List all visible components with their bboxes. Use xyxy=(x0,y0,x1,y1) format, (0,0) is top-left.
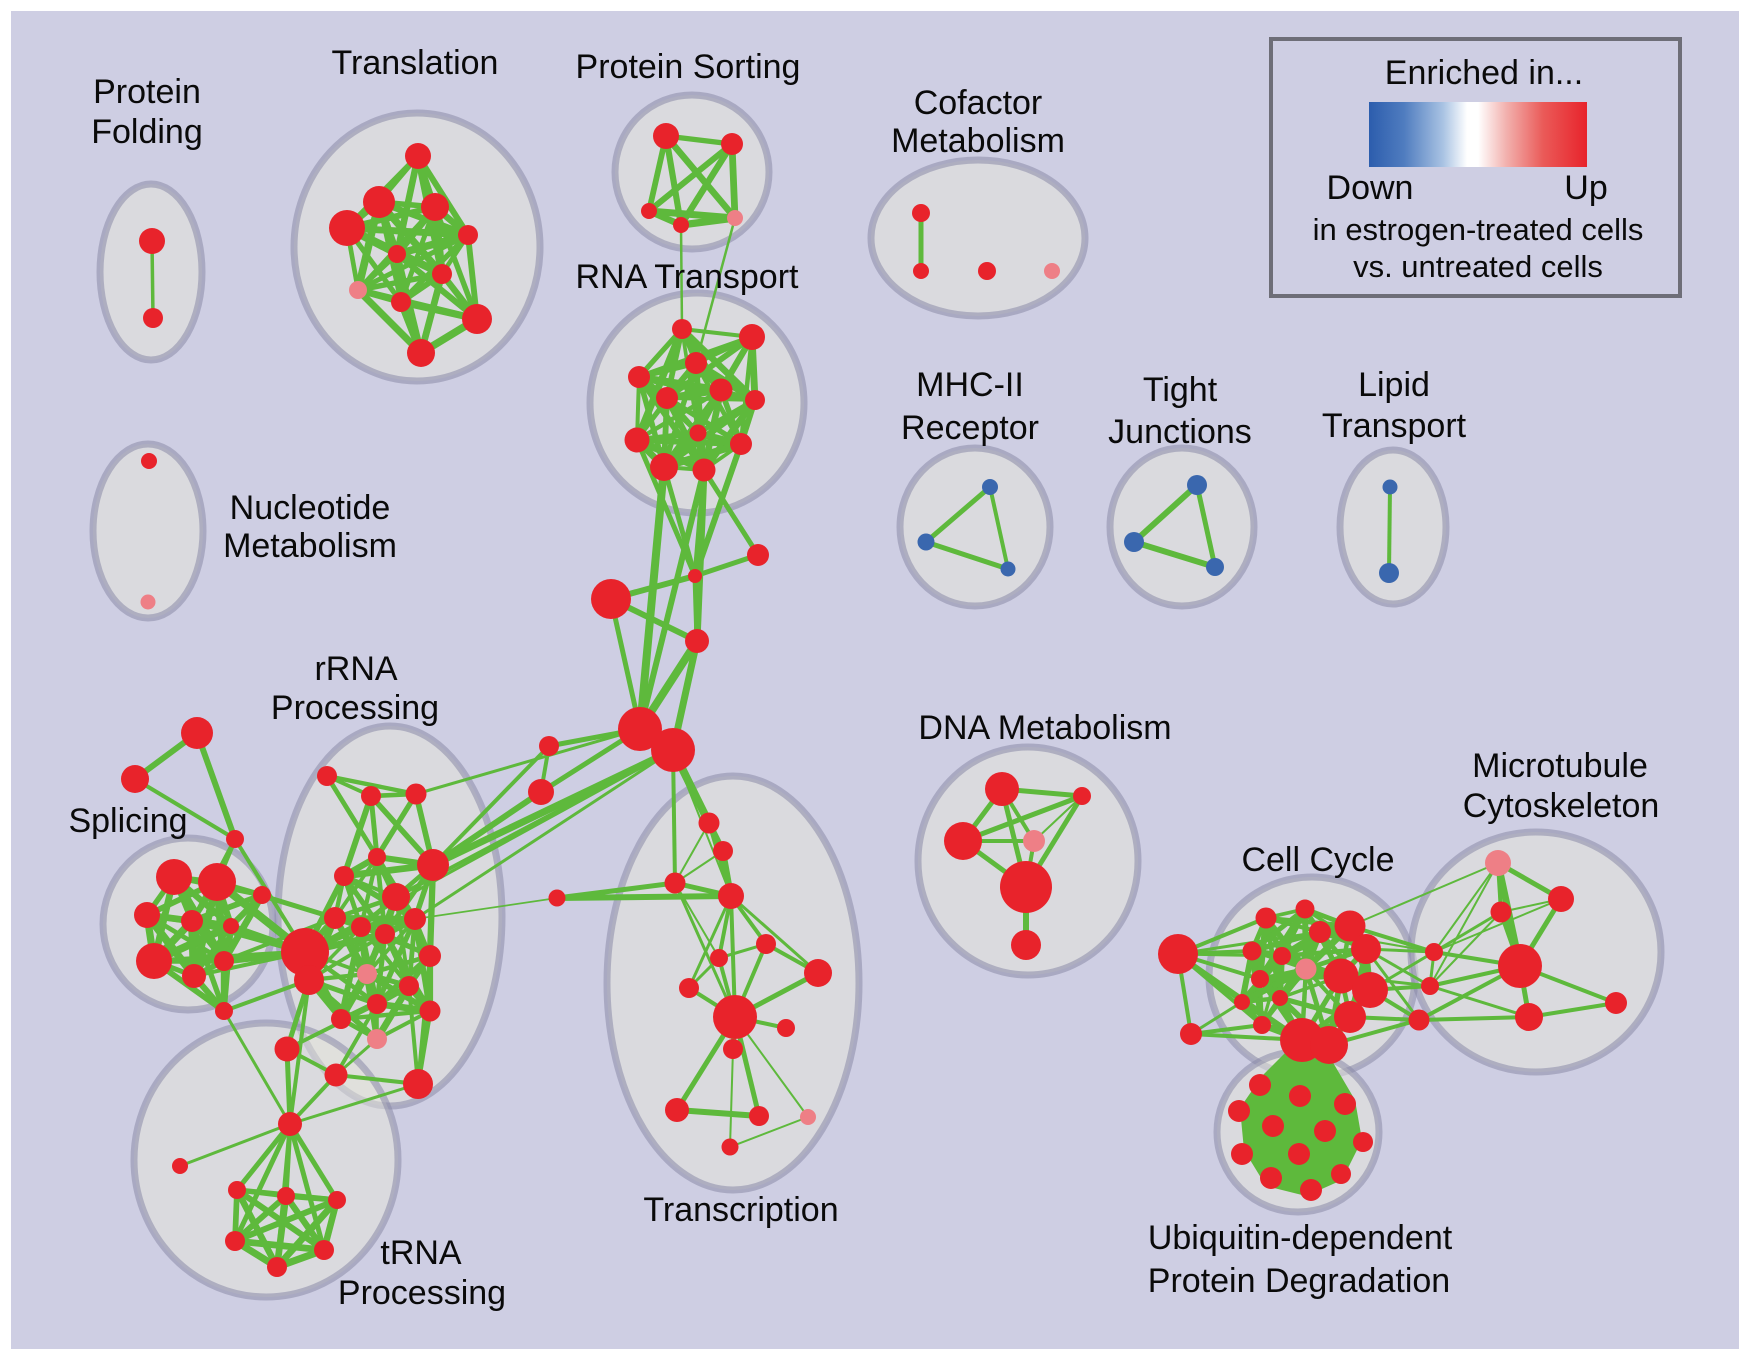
svg-text:Transcription: Transcription xyxy=(643,1191,838,1229)
svg-text:Enriched in...: Enriched in... xyxy=(1385,54,1583,92)
svg-text:Lipid: Lipid xyxy=(1358,366,1430,404)
svg-text:Cofactor: Cofactor xyxy=(914,84,1043,122)
svg-text:Ubiquitin-dependent: Ubiquitin-dependent xyxy=(1148,1219,1453,1257)
svg-text:Down: Down xyxy=(1327,169,1414,207)
svg-text:Transport: Transport xyxy=(1322,407,1467,445)
svg-text:Microtubule: Microtubule xyxy=(1472,747,1648,785)
svg-text:Metabolism: Metabolism xyxy=(891,122,1065,160)
svg-text:Protein Sorting: Protein Sorting xyxy=(576,48,801,86)
svg-text:tRNA: tRNA xyxy=(380,1234,462,1272)
svg-text:DNA Metabolism: DNA Metabolism xyxy=(918,709,1171,747)
svg-text:Tight: Tight xyxy=(1143,371,1218,409)
svg-text:Metabolism: Metabolism xyxy=(223,527,397,565)
svg-text:Protein Degradation: Protein Degradation xyxy=(1148,1262,1450,1300)
svg-text:in estrogen-treated cells: in estrogen-treated cells xyxy=(1313,212,1644,247)
svg-text:rRNA: rRNA xyxy=(314,650,397,688)
svg-text:Protein: Protein xyxy=(93,73,201,111)
svg-text:Nucleotide: Nucleotide xyxy=(230,489,391,527)
svg-text:Junctions: Junctions xyxy=(1108,413,1252,451)
svg-text:vs. untreated cells: vs. untreated cells xyxy=(1353,249,1603,284)
svg-text:Processing: Processing xyxy=(271,689,439,727)
svg-text:MHC-II: MHC-II xyxy=(916,366,1024,404)
svg-text:Processing: Processing xyxy=(338,1274,506,1312)
svg-text:Cell Cycle: Cell Cycle xyxy=(1241,841,1394,879)
svg-text:RNA Transport: RNA Transport xyxy=(576,258,800,296)
svg-text:Receptor: Receptor xyxy=(901,409,1039,447)
svg-text:Splicing: Splicing xyxy=(68,802,187,840)
svg-text:Up: Up xyxy=(1564,169,1607,207)
svg-text:Cytoskeleton: Cytoskeleton xyxy=(1463,787,1660,825)
svg-text:Translation: Translation xyxy=(332,44,499,82)
svg-text:Folding: Folding xyxy=(91,113,203,151)
